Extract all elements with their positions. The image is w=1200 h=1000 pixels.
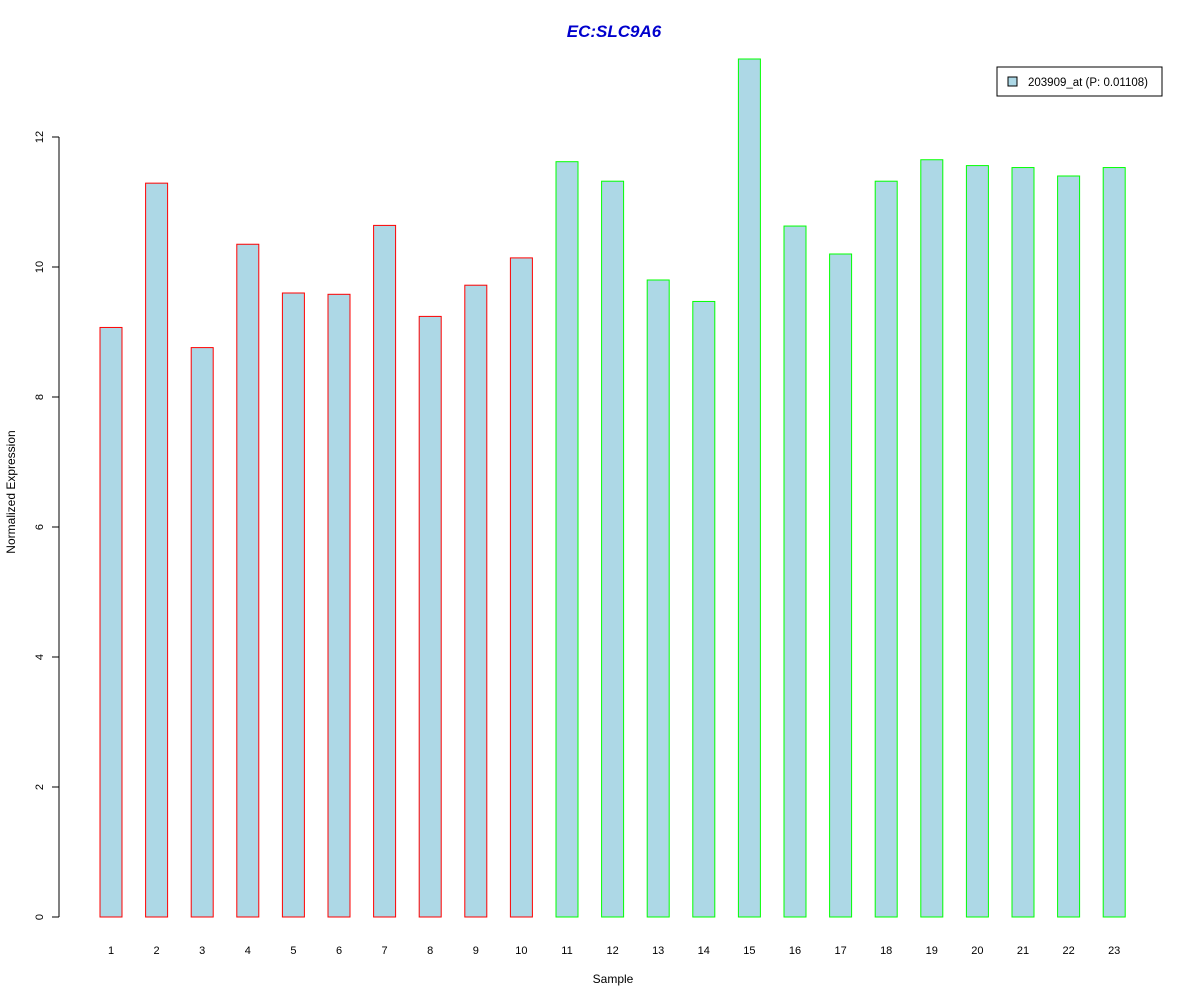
x-axis-tick-label: 18	[880, 945, 892, 957]
chart-title: EC:SLC9A6	[567, 22, 662, 41]
x-axis-tick-label: 2	[154, 945, 160, 957]
x-axis-tick-label: 6	[336, 945, 342, 957]
bar-sample-15	[737, 58, 761, 918]
bar-sample-9	[464, 284, 488, 918]
x-axis-tick-label: 9	[473, 945, 479, 957]
bar-sample-19	[920, 159, 944, 918]
legend-label: 203909_at (P: 0.01108)	[1028, 77, 1148, 89]
x-axis-tick-label: 21	[1017, 945, 1029, 957]
y-axis: 0 2 4 6 8 10 12	[34, 131, 60, 920]
y-axis-tick-label: 10	[34, 261, 46, 273]
bar-sample-14	[692, 300, 716, 918]
y-axis-tick-label: 4	[34, 654, 46, 660]
bar-sample-2	[145, 182, 169, 918]
bar-sample-5	[281, 292, 305, 918]
bar-sample-12	[601, 180, 625, 918]
bars	[99, 58, 1126, 918]
x-axis-tick-label: 23	[1108, 945, 1120, 957]
x-axis-tick-labels: 1 2 3 4 5 6 7 8 9 10 11 12 13 14 15 16 17 18 19 20 21 22 23	[108, 945, 1120, 957]
legend-box	[996, 66, 1163, 97]
bar-sample-20	[965, 165, 989, 918]
x-axis-tick-label: 20	[971, 945, 983, 957]
x-axis-tick-label: 12	[606, 945, 618, 957]
bar-sample-3	[190, 347, 214, 918]
bar-sample-21	[1011, 167, 1035, 918]
y-axis-tick-label: 6	[34, 524, 46, 530]
bar-sample-11	[555, 161, 579, 918]
legend-swatch	[1007, 76, 1018, 87]
x-axis-tick-label: 22	[1062, 945, 1074, 957]
x-axis-tick-label: 4	[245, 945, 251, 957]
bar-sample-22	[1057, 175, 1081, 918]
x-axis-label: Sample	[593, 972, 634, 986]
x-axis-tick-label: 10	[515, 945, 527, 957]
bar-sample-23	[1102, 167, 1126, 918]
x-axis-tick-label: 1	[108, 945, 114, 957]
bar-sample-7	[373, 224, 397, 918]
x-axis-tick-label: 15	[743, 945, 755, 957]
bar-sample-16	[783, 225, 807, 918]
legend: 203909_at (P: 0.01108)	[996, 66, 1163, 97]
x-axis-tick-label: 17	[834, 945, 846, 957]
bar-sample-18	[874, 180, 898, 918]
x-axis-tick-label: 16	[789, 945, 801, 957]
x-axis-tick-label: 14	[698, 945, 710, 957]
bar-sample-8	[418, 315, 442, 918]
y-axis-tick-label: 0	[34, 914, 46, 920]
x-axis-tick-label: 11	[561, 945, 572, 957]
x-axis-tick-label: 3	[199, 945, 205, 957]
bar-sample-6	[327, 293, 351, 918]
bar-sample-1	[99, 326, 123, 918]
bar-sample-10	[509, 257, 533, 918]
x-axis-tick-label: 7	[382, 945, 388, 957]
bar-sample-17	[829, 253, 853, 918]
y-axis-tick-label: 2	[34, 784, 46, 790]
x-axis-tick-label: 8	[427, 945, 433, 957]
bar-sample-13	[646, 279, 670, 918]
x-axis-tick-label: 13	[652, 945, 664, 957]
y-axis-tick-label: 12	[34, 131, 46, 143]
y-axis-label: Normalized Expression	[4, 430, 18, 553]
x-axis-tick-label: 19	[926, 945, 938, 957]
y-axis-tick-label: 8	[34, 394, 46, 400]
x-axis-tick-label: 5	[290, 945, 296, 957]
bar-sample-4	[236, 243, 260, 918]
